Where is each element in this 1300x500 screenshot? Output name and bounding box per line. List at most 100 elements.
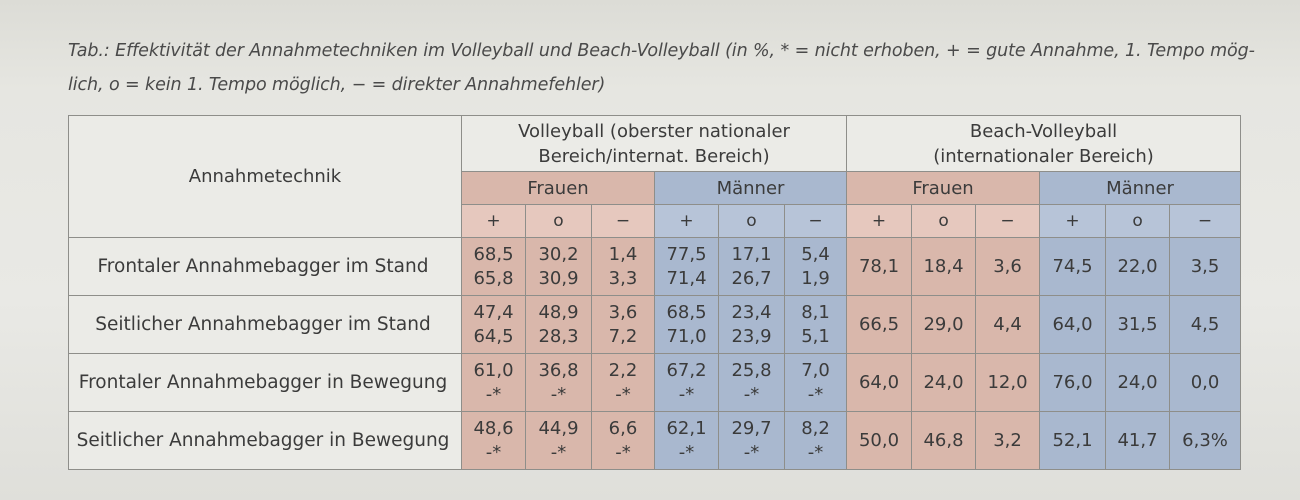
volleyball-value-cell: 68,5 65,8 — [461, 237, 526, 296]
value-national: 68,5 — [666, 301, 707, 323]
row-label: Frontaler Annahmebagger in Bewegung — [68, 353, 462, 412]
value-international: -* — [615, 383, 631, 405]
beach-value-cell: 22,0 — [1105, 237, 1171, 296]
beach-value-cell: 66,5 — [846, 295, 913, 354]
beach-value-cell: 3,5 — [1169, 237, 1242, 296]
beach-value-cell: 41,7 — [1105, 411, 1171, 470]
header-plus: + — [1039, 204, 1107, 238]
value-international: -* — [807, 383, 824, 405]
header-annahmetechnik: Annahmetechnik — [68, 115, 462, 238]
value-national: 1,4 — [608, 243, 638, 265]
value-national: 2,2 — [608, 359, 638, 381]
beach-value-cell: 24,0 — [911, 353, 977, 412]
volleyball-value-cell: 5,4 1,9 — [783, 237, 848, 296]
table-row: Seitlicher Annahmebagger im Stand 47,4 64,… — [68, 295, 1242, 354]
volleyball-value-cell: 30,2 30,9 — [525, 237, 592, 296]
volleyball-value-cell: 17,1 26,7 — [718, 237, 785, 296]
beach-value-cell: 4,5 — [1169, 295, 1242, 354]
header-volleyball: Volleyball (oberster nationaler Bereich/… — [460, 115, 848, 172]
volleyball-value-cell: 62,1 -* — [654, 411, 719, 470]
beach-value-cell: 76,0 — [1039, 353, 1107, 412]
beach-value-cell: 4,4 — [975, 295, 1041, 354]
beach-value-cell: 78,1 — [846, 237, 913, 296]
value-international: -* — [743, 383, 760, 405]
caption-line-1: Tab.: Effektivität der Annahmetechniken … — [68, 41, 1255, 61]
value-international: 71,0 — [666, 325, 707, 347]
value-international: 1,9 — [801, 267, 830, 289]
beach-value-cell: 6,3% — [1169, 411, 1242, 470]
beach-value-cell: 52,1 — [1039, 411, 1107, 470]
beach-value-cell: 74,5 — [1039, 237, 1107, 296]
header-minus: − — [975, 204, 1041, 238]
volleyball-value-cell: 44,9 -* — [525, 411, 592, 470]
volleyball-value-cell: 6,6 -* — [591, 411, 655, 470]
value-international: -* — [550, 383, 567, 405]
row-label: Frontaler Annahmebagger im Stand — [68, 237, 462, 296]
beach-value-cell: 46,8 — [911, 411, 977, 470]
table-row: Seitlicher Annahmebagger in Bewegung 48,6… — [68, 411, 1242, 470]
beach-value-cell: 0,0 — [1169, 353, 1242, 412]
volleyball-value-cell: 29,7 -* — [718, 411, 785, 470]
value-national: 77,5 — [666, 243, 707, 265]
value-national: 8,2 — [801, 417, 830, 439]
row-label: Seitlicher Annahmebagger im Stand — [68, 295, 462, 354]
value-international: 64,5 — [473, 325, 514, 347]
volleyball-value-cell: 2,2 -* — [591, 353, 655, 412]
table-row: Frontaler Annahmebagger im Stand 68,5 65,8… — [68, 237, 1242, 296]
value-national: 6,6 — [608, 417, 638, 439]
volleyball-value-cell: 23,4 23,9 — [718, 295, 785, 354]
value-international: -* — [485, 383, 502, 405]
effectiveness-table: Annahmetechnik Volleyball (oberster nati… — [68, 115, 1242, 470]
volleyball-value-cell: 3,6 7,2 — [591, 295, 655, 354]
value-international: -* — [743, 441, 760, 463]
beach-value-cell: 50,0 — [846, 411, 913, 470]
value-national: 48,9 — [538, 301, 579, 323]
header-vb-maenner: Männer — [653, 171, 848, 205]
header-minus: − — [1169, 204, 1242, 238]
value-international: 7,2 — [608, 325, 638, 347]
value-international: -* — [678, 383, 695, 405]
header-volleyball-line2: Bereich/internat. Bereich) — [538, 145, 770, 167]
volleyball-value-cell: 1,4 3,3 — [591, 237, 655, 296]
value-international: 3,3 — [608, 267, 638, 289]
volleyball-value-cell: 8,2 -* — [783, 411, 848, 470]
header-volleyball-line1: Volleyball (oberster nationaler — [518, 120, 790, 142]
volleyball-value-cell: 36,8 -* — [525, 353, 592, 412]
value-international: -* — [678, 441, 695, 463]
value-national: 30,2 — [538, 243, 579, 265]
value-national: 44,9 — [538, 417, 579, 439]
value-national: 8,1 — [801, 301, 830, 323]
beach-value-cell: 3,2 — [975, 411, 1041, 470]
row-label: Seitlicher Annahmebagger in Bewegung — [68, 411, 462, 470]
table-row: Frontaler Annahmebagger in Bewegung 61,0-… — [68, 353, 1242, 412]
value-national: 7,0 — [801, 359, 830, 381]
volleyball-value-cell: 7,0 -* — [783, 353, 848, 412]
beach-value-cell: 64,0 — [1039, 295, 1107, 354]
value-national: 5,4 — [801, 243, 830, 265]
value-international: -* — [550, 441, 567, 463]
value-international: -* — [485, 441, 502, 463]
header-o: o — [718, 204, 785, 238]
volleyball-value-cell: 77,5 71,4 — [654, 237, 719, 296]
value-national: 29,7 — [731, 417, 772, 439]
value-international: -* — [807, 441, 824, 463]
value-international: 26,7 — [731, 267, 772, 289]
value-international: -* — [615, 441, 631, 463]
value-national: 67,2 — [666, 359, 707, 381]
header-beach-frauen: Frauen — [846, 171, 1041, 205]
value-international: 28,3 — [538, 325, 579, 347]
value-international: 65,8 — [473, 267, 514, 289]
header-minus: − — [591, 204, 655, 238]
header-plus: + — [846, 204, 913, 238]
beach-value-cell: 64,0 — [846, 353, 913, 412]
value-national: 36,8 — [538, 359, 579, 381]
table-caption: Tab.: Effektivität der Annahmetechniken … — [68, 34, 1255, 102]
volleyball-value-cell: 25,8 -* — [718, 353, 785, 412]
header-o: o — [525, 204, 592, 238]
header-beach-maenner: Männer — [1039, 171, 1242, 205]
beach-value-cell: 29,0 — [911, 295, 977, 354]
beach-value-cell: 12,0 — [975, 353, 1041, 412]
value-national: 17,1 — [731, 243, 772, 265]
value-national: 25,8 — [731, 359, 772, 381]
value-international: 30,9 — [538, 267, 579, 289]
